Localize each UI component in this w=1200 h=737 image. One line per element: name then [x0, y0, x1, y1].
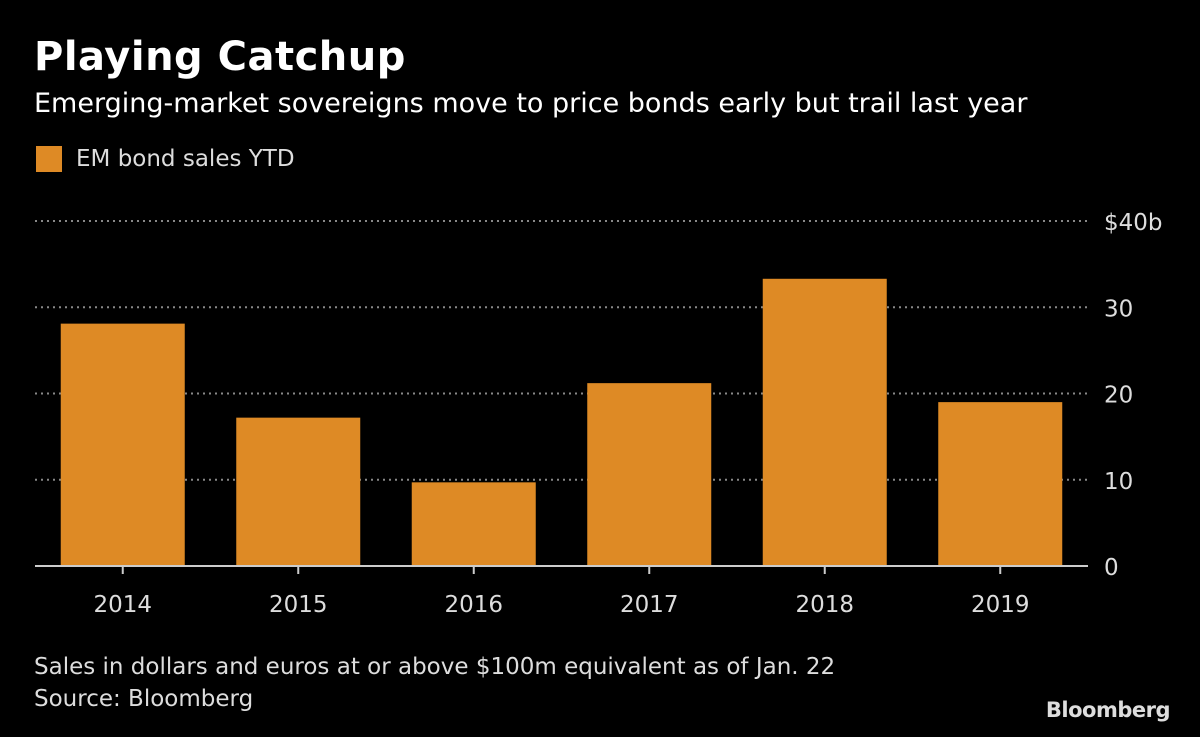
bar-2015 — [236, 417, 361, 566]
x-tick-label: 2015 — [269, 592, 328, 618]
chart-subtitle: Emerging-market sovereigns move to price… — [34, 88, 1028, 119]
bar-2014 — [60, 323, 185, 566]
x-tick-label: 2014 — [93, 592, 152, 618]
x-tick-label: 2017 — [620, 592, 679, 618]
footnote: Sales in dollars and euros at or above $… — [34, 654, 836, 680]
y-tick-label: $40b — [1104, 210, 1163, 236]
bloomberg-logo: Bloomberg — [1045, 698, 1171, 722]
x-tick-label: 2019 — [971, 592, 1030, 618]
x-tick-label: 2018 — [795, 592, 854, 618]
legend-label: EM bond sales YTD — [76, 146, 295, 172]
source-note: Source: Bloomberg — [34, 686, 254, 712]
bar-2017 — [587, 383, 712, 566]
bar-2016 — [411, 482, 536, 566]
chart-title: Playing Catchup — [34, 34, 406, 80]
y-tick-label: 30 — [1104, 296, 1133, 322]
y-tick-label: 0 — [1104, 555, 1119, 581]
x-tick-label: 2016 — [444, 592, 503, 618]
y-tick-label: 10 — [1104, 469, 1133, 495]
bar-2019 — [938, 402, 1063, 566]
legend-swatch — [36, 146, 62, 172]
bar-2018 — [762, 278, 887, 566]
y-tick-label: 20 — [1104, 383, 1133, 409]
legend: EM bond sales YTD — [36, 146, 295, 172]
